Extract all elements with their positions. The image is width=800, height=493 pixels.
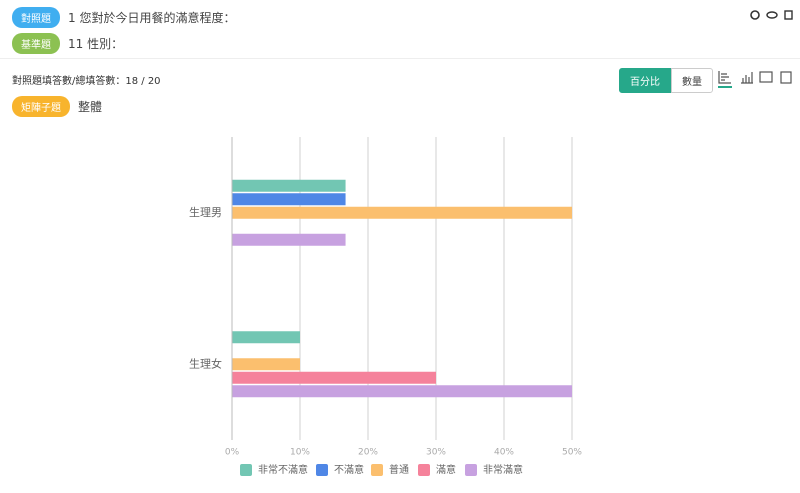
refresh-icon[interactable] xyxy=(750,10,760,20)
mode-toggle[interactable]: 百分比 數量 xyxy=(619,68,713,93)
x-tick-label: 30% xyxy=(426,448,446,458)
legend-swatch xyxy=(240,464,252,476)
action-icons[interactable] xyxy=(748,8,796,22)
chart-type-icons[interactable] xyxy=(716,68,796,88)
legend-swatch xyxy=(371,464,383,476)
legend-label: 普通 xyxy=(389,463,409,476)
x-tick-label: 20% xyxy=(358,448,378,458)
stacked-hbar-icon[interactable] xyxy=(759,71,773,83)
base-row: 基準題 11 性別： xyxy=(12,33,123,54)
bar xyxy=(232,371,436,384)
base-tag: 基準題 xyxy=(12,33,60,54)
hide-icon[interactable] xyxy=(766,11,778,19)
bar xyxy=(232,331,300,344)
bar xyxy=(232,385,572,398)
delete-icon[interactable] xyxy=(784,10,793,20)
x-tick-label: 10% xyxy=(290,448,310,458)
compare-question: 1 您對於今日用餐的滿意程度： xyxy=(68,11,236,25)
stacked-vbar-icon[interactable] xyxy=(780,71,792,84)
matrix-tag: 矩陣子題 xyxy=(12,96,70,117)
matrix-item: 整體 xyxy=(78,100,103,114)
divider xyxy=(0,58,800,59)
x-tick-label: 40% xyxy=(494,448,514,458)
legend-label: 非常滿意 xyxy=(483,463,523,476)
y-tick-label: 生理男 xyxy=(189,205,222,219)
legend-swatch xyxy=(418,464,430,476)
legend-label: 非常不滿意 xyxy=(258,463,308,476)
bar xyxy=(232,206,572,219)
x-tick-label: 0% xyxy=(225,448,240,458)
matrix-row: 矩陣子題 整體 xyxy=(12,96,102,117)
legend-label: 滿意 xyxy=(436,463,456,476)
x-tick-label: 50% xyxy=(562,448,582,458)
legend-swatch xyxy=(465,464,477,476)
count-button[interactable]: 數量 xyxy=(671,68,713,93)
hbar-icon[interactable] xyxy=(718,71,731,84)
legend-label: 不滿意 xyxy=(334,463,364,476)
bar xyxy=(232,193,346,206)
bar xyxy=(232,179,346,192)
compare-row: 對照題 1 您對於今日用餐的滿意程度： xyxy=(12,7,235,28)
bar xyxy=(232,233,346,246)
percent-button[interactable]: 百分比 xyxy=(619,68,671,93)
bar xyxy=(232,358,300,371)
compare-tag: 對照題 xyxy=(12,7,60,28)
y-tick-label: 生理女 xyxy=(189,356,222,370)
summary: 對照題填答數/總填答數：18 / 20 xyxy=(12,76,161,87)
vbar-icon[interactable] xyxy=(741,72,753,84)
legend-swatch xyxy=(316,464,328,476)
base-question: 11 性別： xyxy=(68,37,124,51)
